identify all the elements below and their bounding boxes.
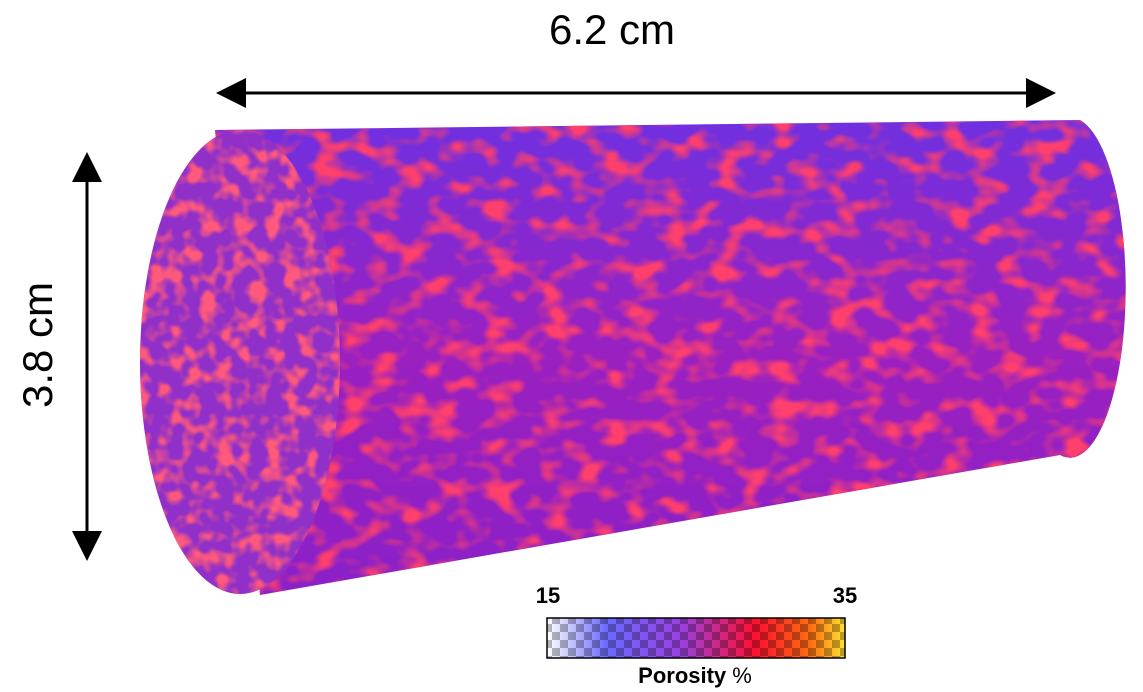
page: 6.2 cm 3.8 cm 15 35 Porosity % (() => { …: [0, 0, 1143, 692]
colorbar-title: Porosity %: [638, 663, 752, 688]
colorbar-max: 35: [833, 583, 857, 608]
colorbar: [547, 618, 845, 658]
colorbar-label: Porosity: [638, 663, 727, 688]
diameter-label: 3.8 cm: [14, 282, 61, 408]
colorbar-min: 15: [536, 583, 560, 608]
length-label: 6.2 cm: [549, 6, 675, 53]
figure: 6.2 cm 3.8 cm 15 35 Porosity %: [0, 0, 1143, 692]
colorbar-unit: %: [732, 663, 752, 688]
